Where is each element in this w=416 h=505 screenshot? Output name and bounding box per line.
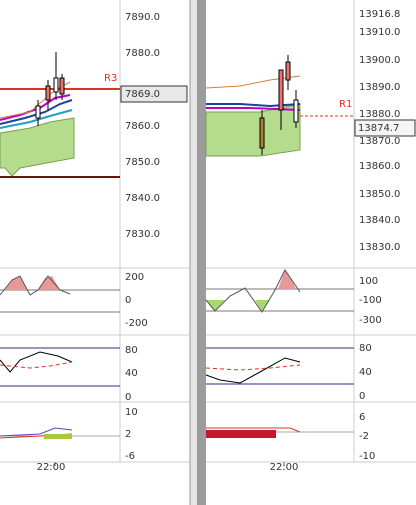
ma-line [205,75,301,89]
ma-line [206,103,301,108]
axis-label: 0 [125,295,131,306]
level-label: R3 [104,73,117,84]
axis-label: 200 [125,272,144,283]
time-label: 22:00 [270,462,299,473]
price-marker-box [120,85,188,103]
axis-label: 0 [359,391,365,402]
axis-label: 7890.0 [125,12,160,23]
cloud [0,117,75,177]
axis-label: 80 [125,345,138,356]
axis-label: -10 [359,451,375,462]
osc-line [0,427,73,437]
axis-label: 13860.0 [359,161,400,172]
axis-label: -100 [359,295,382,306]
axis-label: -6 [125,451,135,462]
ma-line [0,99,73,125]
axis-label: -200 [125,318,148,329]
axis-label: 13870.0 [359,136,400,147]
axis-label: -2 [359,431,369,442]
axis-label: 10 [125,407,138,418]
candles [259,55,299,155]
axis-label: 7840.0 [125,193,160,204]
osc-signal [205,364,301,371]
osc-line [205,357,301,384]
price-marker-box [354,119,416,137]
histogram [206,430,276,438]
osc-line [206,427,301,433]
candles [35,52,65,126]
axis-label: 7860.0 [125,121,160,132]
axis-label: 13890.0 [359,82,400,93]
osc-signal [0,361,73,369]
osc-line [205,269,301,313]
axis-label: 13840.0 [359,215,400,226]
axis-label: 7850.0 [125,157,160,168]
axis-label: 40 [125,368,138,379]
pane-border [190,0,197,505]
axis-label: 13850.0 [359,189,400,200]
axis-label: 80 [359,343,372,354]
osc-fill [206,300,270,312]
axis-label: 7880.0 [125,48,160,59]
axis-label: 13880.0 [359,109,400,120]
price-marker: 13874.7 [358,123,399,134]
axis-label: 13916.8 [359,9,400,20]
cloud [205,103,301,157]
axis-label: 40 [359,367,372,378]
pane-divider[interactable] [197,0,206,505]
price-marker: 7869.0 [125,89,160,100]
axis-label: 2 [125,429,131,440]
axis-label: -300 [359,315,382,326]
level-label: R1 [339,99,352,110]
osc-fill [5,276,60,290]
right-pane [205,0,416,466]
ma-line [0,109,73,129]
labels: 7890.07880.07860.07850.07840.07830.02000… [37,9,416,473]
left-pane [0,0,190,466]
time-label: 22:00 [37,462,66,473]
osc-line [0,275,71,296]
osc-line [0,351,73,373]
axis-label: 13900.0 [359,55,400,66]
osc-fill [278,270,296,289]
axis-label: 13910.0 [359,27,400,38]
axis-label: 100 [359,276,378,287]
axis-label: 0 [125,392,131,403]
axis-label: 7830.0 [125,229,160,240]
axis-label: 13830.0 [359,242,400,253]
axis-label: 6 [359,412,365,423]
histogram [44,434,72,439]
